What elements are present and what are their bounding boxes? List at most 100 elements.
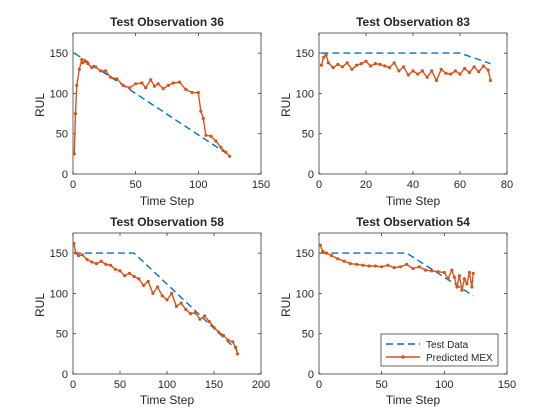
data-point-predicted-mex (207, 320, 211, 324)
data-point-predicted-mex (345, 61, 349, 65)
data-point-predicted-mex (331, 66, 335, 70)
data-point-predicted-mex (364, 59, 368, 63)
data-point-predicted-mex (472, 65, 476, 69)
data-point-predicted-mex (140, 81, 144, 85)
data-point-predicted-mex (326, 61, 330, 65)
data-point-predicted-mex (219, 145, 223, 149)
subplot-title: Test Observation 83 (356, 15, 470, 29)
data-point-predicted-mex (359, 62, 363, 66)
data-point-predicted-mex (406, 73, 410, 77)
data-point-predicted-mex (463, 66, 467, 71)
data-point-predicted-mex (146, 279, 150, 283)
data-point-predicted-mex (104, 262, 108, 266)
data-point-predicted-mex (420, 69, 424, 73)
data-point-predicted-mex (121, 83, 125, 87)
y-tick-label: 150 (50, 248, 68, 260)
data-point-predicted-mex (446, 277, 450, 281)
data-point-predicted-mex (156, 285, 160, 289)
y-axis-label: RUL (279, 293, 293, 317)
data-point-predicted-mex (350, 67, 354, 71)
data-point-predicted-mex (378, 62, 382, 66)
data-point-predicted-mex (321, 249, 325, 254)
x-tick-label: 50 (114, 379, 126, 391)
data-point-predicted-mex (392, 266, 396, 270)
series-line-test-data (73, 52, 232, 157)
data-point-predicted-mex (231, 340, 235, 344)
data-point-predicted-mex (319, 63, 323, 67)
data-point-predicted-mex (144, 86, 148, 90)
data-point-predicted-mex (436, 270, 440, 274)
data-point-predicted-mex (322, 55, 326, 59)
data-point-predicted-mex (392, 61, 396, 65)
data-point-predicted-mex (224, 150, 228, 154)
x-tick-label: 0 (316, 379, 322, 391)
data-point-predicted-mex (132, 274, 136, 279)
data-point-predicted-mex (439, 67, 443, 71)
x-tick-label: 80 (501, 179, 513, 191)
data-point-predicted-mex (184, 307, 188, 312)
data-point-predicted-mex (85, 258, 89, 262)
y-tick-label: 0 (62, 369, 68, 381)
data-point-predicted-mex (430, 69, 434, 73)
data-point-predicted-mex (387, 66, 392, 70)
x-tick-label: 200 (252, 379, 270, 391)
data-point-predicted-mex (397, 69, 401, 73)
data-point-predicted-mex (467, 270, 471, 275)
data-point-predicted-mex (166, 83, 170, 87)
y-tick-label: 150 (296, 48, 314, 60)
plot-area (72, 32, 262, 175)
data-point-predicted-mex (137, 277, 141, 281)
data-point-predicted-mex (99, 69, 103, 73)
data-point-predicted-mex (72, 241, 76, 246)
data-point-predicted-mex (170, 291, 174, 295)
data-point-predicted-mex (453, 69, 457, 73)
x-axis-label: Time Step (140, 194, 195, 208)
data-point-predicted-mex (450, 268, 454, 272)
data-point-predicted-mex (149, 78, 153, 82)
data-point-predicted-mex (152, 84, 157, 88)
data-point-predicted-mex (324, 53, 328, 57)
y-tick-label: 150 (50, 48, 68, 60)
data-point-predicted-mex (324, 251, 329, 255)
y-axis-label: RUL (33, 93, 47, 117)
x-tick-label: 150 (252, 179, 270, 191)
data-point-predicted-mex (184, 87, 188, 91)
data-point-predicted-mex (373, 264, 377, 268)
data-point-predicted-mex (171, 81, 175, 85)
legend-label-test-data: Test Data (426, 340, 469, 351)
y-tick-label: 50 (302, 129, 314, 141)
x-axis-label: Time Step (386, 194, 441, 208)
y-tick-label: 100 (50, 88, 68, 100)
data-point-predicted-mex (118, 269, 122, 273)
data-point-predicted-mex (113, 267, 117, 271)
data-point-predicted-mex (477, 70, 481, 74)
data-point-predicted-mex (386, 263, 390, 267)
data-point-predicted-mex (74, 251, 78, 255)
data-point-predicted-mex (470, 285, 474, 289)
data-point-predicted-mex (94, 65, 98, 69)
y-tick-label: 150 (296, 248, 314, 260)
x-tick-label: 40 (407, 179, 419, 191)
data-point-predicted-mex (134, 82, 138, 86)
subplot-title: Test Observation 54 (356, 215, 470, 229)
data-point-predicted-mex (486, 68, 490, 72)
data-point-predicted-mex (336, 62, 340, 66)
data-point-predicted-mex (115, 77, 119, 81)
data-point-predicted-mex (329, 254, 334, 258)
subplot-title: Test Observation 36 (110, 15, 224, 29)
data-point-predicted-mex (201, 116, 205, 120)
data-point-predicted-mex (318, 243, 322, 247)
y-tick-label: 100 (296, 88, 314, 100)
data-point-predicted-mex (471, 271, 475, 275)
x-tick-label: 150 (498, 379, 516, 391)
data-point-predicted-mex (83, 59, 88, 63)
data-point-predicted-mex (123, 274, 127, 278)
y-tick-label: 100 (296, 288, 314, 300)
x-tick-label: 150 (205, 379, 223, 391)
y-tick-label: 0 (62, 169, 68, 181)
data-point-predicted-mex (367, 264, 371, 268)
data-point-predicted-mex (434, 78, 439, 83)
legend-label-predicted-mex: Predicted MEX (426, 353, 493, 364)
y-axis-label: RUL (279, 93, 293, 117)
data-point-predicted-mex (481, 64, 486, 68)
